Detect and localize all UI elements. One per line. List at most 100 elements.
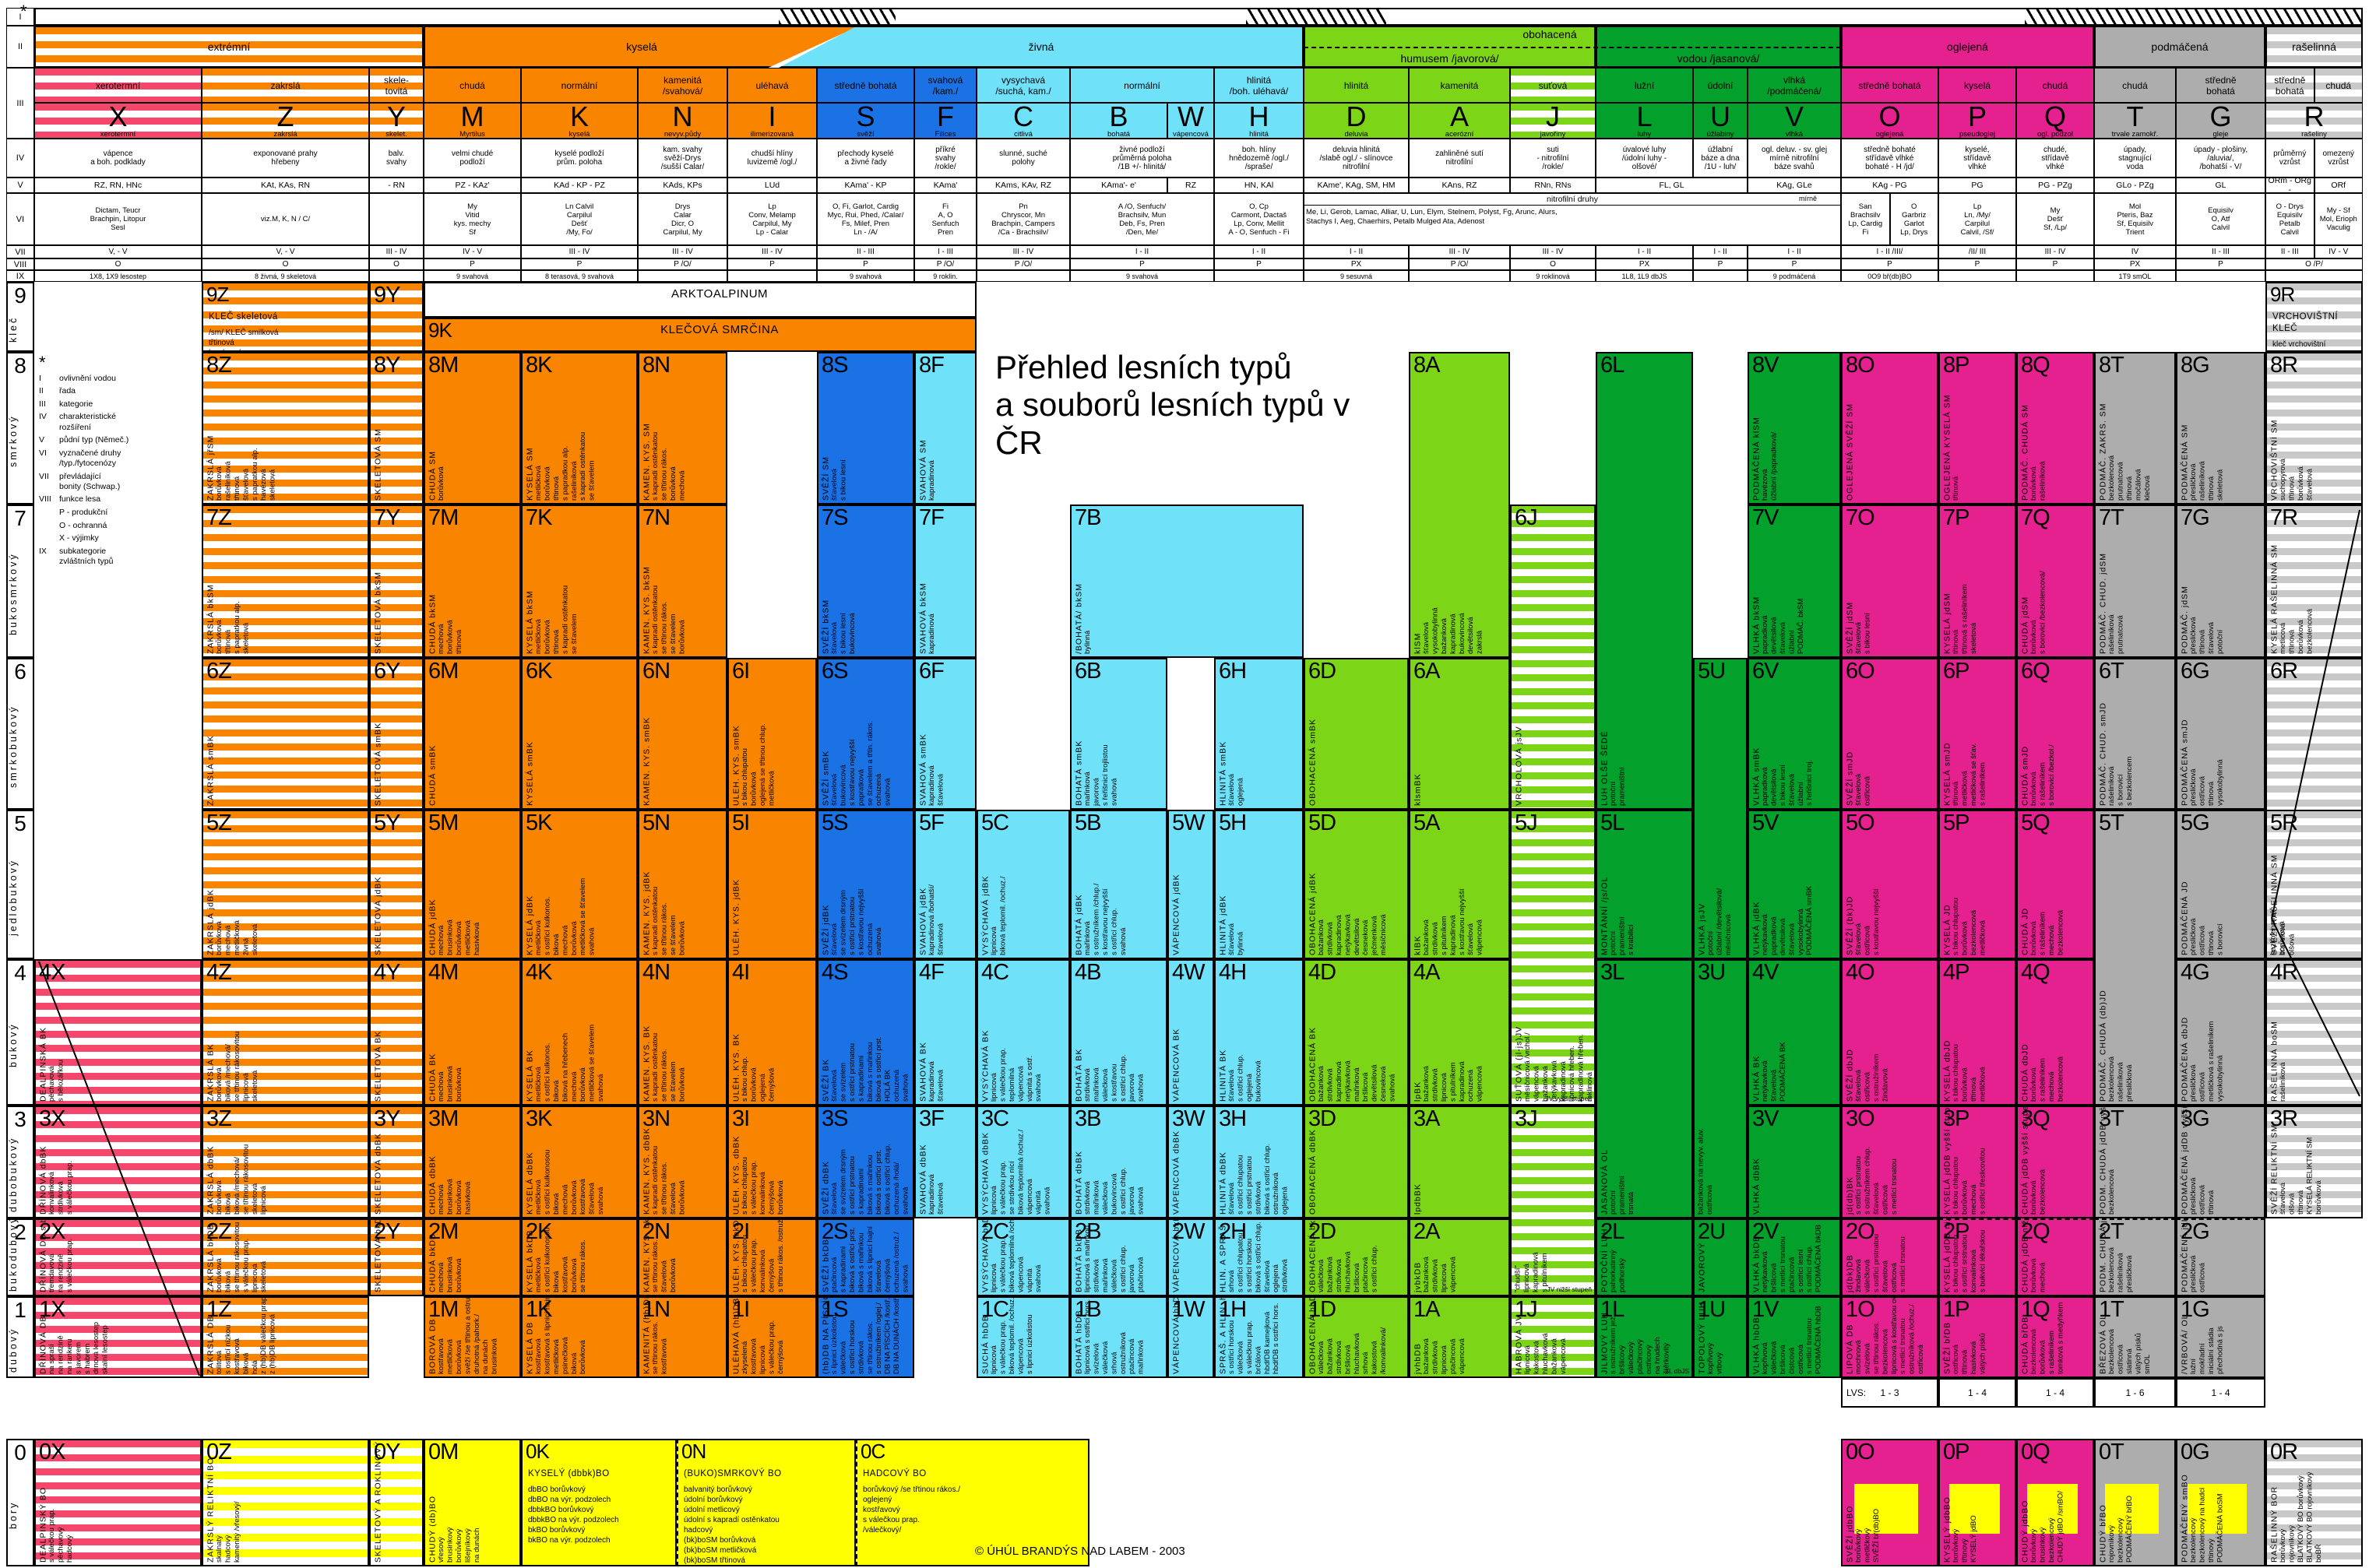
cell-type-item: vrbový: [1715, 1352, 1724, 1374]
cell-type-item: válečková: [1100, 1068, 1110, 1102]
cell-types: KYSELÁ DB kostřavová kostřavová s lipnicí …: [525, 1298, 635, 1374]
cell-name: SVĚŽÍ smJD: [1845, 751, 1855, 806]
cell-type-item: mechová: [2038, 1262, 2047, 1292]
cell-type-item: biková: [551, 1193, 561, 1215]
cell-type-item: vřesový: [437, 1537, 446, 1563]
cell-type-item: měsíčnicová: [1379, 914, 1389, 955]
cell-types: SVĚŽÍ břDB ostřicová třtinová hasivková vátý…: [1942, 1322, 2013, 1374]
cell-types: PODMÁČENÁ jdDB nižší stupeň přesličková os…: [2180, 1220, 2262, 1292]
cell-type-item: borůvková: [215, 466, 224, 501]
cell-4W: 4W VÁPENCOVÁ BK: [1167, 959, 1214, 1106]
cell-type-item: lipnicová: [990, 1186, 999, 1215]
cell-type-item: s ostřicí chlup.: [1805, 1245, 1815, 1292]
zone-label: smrkobukový: [8, 705, 19, 788]
gutter-row-I: I: [6, 8, 34, 26]
header-vii-Q: III - IV: [2016, 245, 2094, 258]
cell-name: ZAKRSLÝ RELIKTNÍ BO: [206, 1457, 216, 1563]
cell-note: JV vyšší stupeň: [1545, 1095, 1592, 1102]
cell-type-item: netýkavková: [1761, 1251, 1770, 1292]
header-iv-K: kyselé podloží prům. poloha: [521, 139, 638, 178]
cell-type-item: prutnatcová: [2116, 462, 2125, 501]
cell-type-item: svahová: [875, 927, 884, 955]
header-vi-G: Equisilv O, Atf Calvil: [2176, 193, 2265, 245]
cell-type-item: žindavová: [1854, 1259, 1864, 1292]
cell-type-item: válečková: [1769, 1341, 1779, 1374]
cell-type-item: srhová: [1227, 1270, 1237, 1292]
cell-name: OGLEJENÁ SVĚŽÍ SM: [1845, 403, 1855, 501]
header-name-S: středně bohatá: [817, 68, 914, 103]
cell-name: PODMÁČ. CHUD. smJD: [2098, 702, 2108, 806]
cell-code: 7Q: [2021, 505, 2050, 530]
cell-type-item: hluchavková: [1343, 1251, 1353, 1292]
cell-type-item: válečková: [1100, 1181, 1110, 1215]
cell-5S: 5S SVĚŽÍ jdBK šťavelová se svízelem drsným s…: [817, 810, 914, 959]
legend-text: I: [39, 373, 41, 383]
cell-types: /BOHATÁ/ bkSM bylinná: [1074, 536, 1301, 654]
cell-name: OBOHACENÁ hbDB: [1308, 1296, 1318, 1374]
cell-type-item: s kostřavou nejvyšší: [857, 888, 866, 955]
cell-type-item: kapradinová: [1449, 613, 1458, 654]
cell-type-item: borůvková: [2029, 620, 2039, 654]
cell-5Q: 5Q CHUDÁ JD borůvková s rašeliníkem mechová b…: [2016, 810, 2094, 959]
cell-code: 4Q: [2021, 960, 2050, 985]
cell-name: CHUDÝ (db)BO: [428, 1495, 438, 1563]
cell-type-item: borůvková: [543, 620, 552, 654]
cell-type-item: skeletová: [250, 923, 259, 955]
cell-type-item: s ostřicí horskou: [847, 1320, 857, 1374]
legend-row: III kategorie: [39, 399, 195, 410]
cell-type-item: černýšová: [776, 1340, 785, 1374]
cell-9Z: 9Z KLEČ skeletová/sm/ KLEČ smilková třtin…: [202, 282, 369, 352]
group-label: humusem /javorová/: [1400, 52, 1499, 65]
cell-type-item: šťavelová: [2279, 1182, 2288, 1215]
cell-1C: 1C SUCHÁ hbDB lipnicová s válečkou prap. bik…: [977, 1296, 1070, 1378]
cell-types: SVĚŽÍ dbJD šťavelová ostřicová s ostružiník…: [1845, 990, 1935, 1102]
cell-type-item: třtinová: [2206, 476, 2216, 501]
cell-type-item: biková: [551, 1271, 561, 1292]
cell-types: SVĚŽÍ jdBK šťavelová se svízelem drsným s o…: [821, 841, 911, 955]
cell-type-item: strdivková: [1092, 1259, 1101, 1292]
cell-0C: 0C HADCOVÝ BO borůvkový /se třtinou rákos.…: [856, 1439, 1089, 1566]
cell-type-item: borůvková: [2296, 620, 2305, 654]
cell-name: ZAKRSLÁ smBK: [206, 735, 216, 806]
cell-code: 7N: [642, 505, 671, 530]
cell-4K: 4K KYSELÁ BK metličková s ostřicí kulkonos.…: [521, 959, 638, 1106]
cell-type-item: ječmenková: [1370, 916, 1379, 955]
cell-type-item: úžlabní: [1796, 782, 1805, 806]
cell-types: VÁPENCOVÁ hbDB: [1171, 1298, 1211, 1374]
cell-name: SVAHOVÁ SM: [918, 439, 928, 501]
cell-code: 3U: [1698, 960, 1726, 985]
cell-name: klsmBK: [1413, 773, 1423, 806]
cell-name: OGLEJENÁ KYSELÁ SM: [1942, 394, 1952, 501]
cell-type-item: trsnatá: [1626, 1191, 1635, 1215]
cell-type-item: svahová: [901, 1187, 910, 1215]
cell-7N: 7N KAMEN. KYS. bkSM s kapradí ostěnkatou se…: [638, 505, 727, 658]
gutter-row-II: II: [6, 26, 34, 68]
cell-type-item: ostřicová: [1863, 775, 1872, 806]
cell-code: 1W: [1172, 1297, 1205, 1322]
cell-type-item: vápencová: [1475, 1066, 1484, 1102]
letter-part: N: [672, 103, 693, 133]
cell-types: ARKTOALPINUM: [472, 287, 967, 302]
cell-type-item: se svízelem drsným: [839, 890, 848, 955]
cell-code: 6Q: [2021, 659, 2050, 684]
cell-3B: 3B BOHATÁ dbBK strdivková mařinková válečkov…: [1070, 1106, 1167, 1218]
cell-type-item: s ostřicí prstnatou: [1854, 1156, 1864, 1215]
cell-types: SKELETOVÁ BK: [373, 990, 421, 1102]
group-label: živná: [1028, 40, 1054, 53]
cell-type-item: borůvková: [668, 1258, 678, 1292]
cell-name: VYSÝCHAVÁ jdBK: [980, 875, 991, 955]
cell-type-item: biková s lipnicí hajní: [865, 1225, 875, 1292]
cell-types: KAMEN. KYS. bkDB se třtinou rákos. šťavelo…: [642, 1220, 724, 1292]
cell-type-item: z (hb)DB válečkou prap.: [259, 1296, 269, 1374]
zone-label: bukodubový: [8, 1218, 19, 1292]
cell-type-item: z (hb)DB lipnicová: [268, 1313, 277, 1374]
cell-type-item: na hrudech: [1653, 1337, 1663, 1374]
cell-code: 5B: [1075, 810, 1101, 835]
cell-name: CHUDÁ SM: [428, 450, 438, 501]
cell-type-item: bukovincová: [847, 613, 857, 654]
cell-type-item: pahorkatinný: [1609, 1250, 1618, 1292]
cell-4F: 4F SVAHOVÁ BK kapradinová šťavelová: [914, 959, 977, 1106]
cell-type-item: bažanková: [1422, 1257, 1431, 1292]
cell-type-item: PODMÁČENÁ BK: [1778, 1042, 1787, 1102]
